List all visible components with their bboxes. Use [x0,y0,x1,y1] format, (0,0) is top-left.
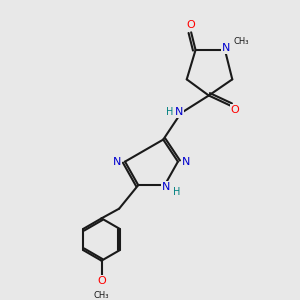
Text: O: O [231,105,240,115]
Text: N: N [162,182,170,192]
Text: CH₃: CH₃ [94,291,109,300]
Text: CH₃: CH₃ [233,37,249,46]
Text: N: N [112,157,121,166]
Text: H: H [173,187,181,196]
Text: H: H [166,107,173,117]
Text: O: O [187,20,196,30]
Text: N: N [222,44,231,53]
Text: O: O [97,276,106,286]
Text: N: N [175,107,184,117]
Text: N: N [182,157,190,166]
